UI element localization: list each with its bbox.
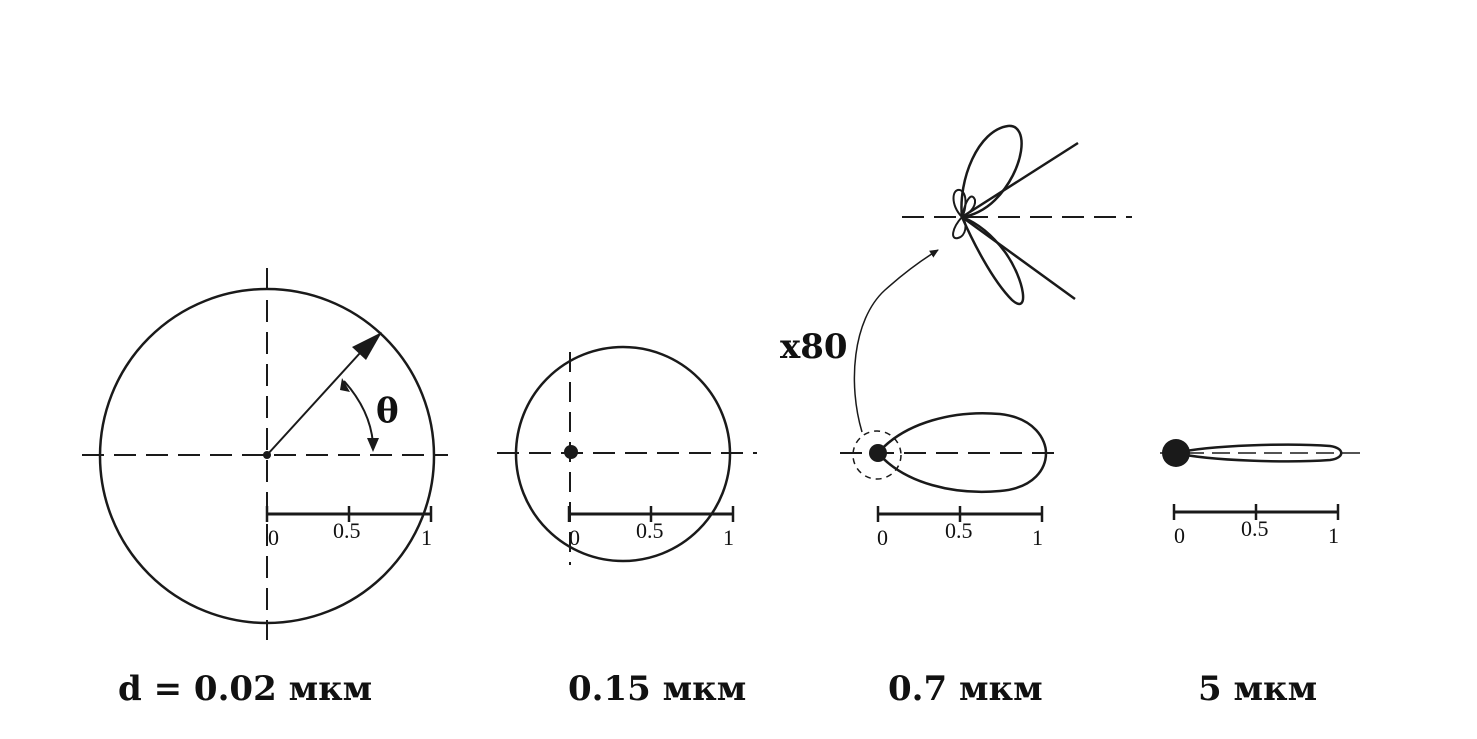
scale-tick-0-5: 0.5: [636, 518, 664, 543]
zoom-region-circle: [852, 430, 902, 480]
panel-caption: 0.7 мкм: [888, 669, 1043, 709]
scale-tick-0-5: 0.5: [333, 518, 361, 543]
scale-tick-0: 0: [569, 525, 580, 550]
scale-bar: 0 0.5 1: [265, 506, 433, 550]
panel-2: 0 0.5 1 0.15 мкм: [497, 345, 757, 709]
scale-tick-0-5: 0.5: [945, 518, 973, 543]
panel-1: θ 0 0.5 1 d = 0.02 мкм: [82, 268, 448, 709]
scale-tick-0-5: 0.5: [1241, 516, 1269, 541]
scale-tick-0: 0: [268, 525, 279, 550]
inset-ray-lower: [961, 215, 1076, 301]
magnification-label: x80: [780, 327, 848, 367]
scale-tick-1: 1: [421, 525, 432, 550]
panel-4: 0 0.5 1 5 мкм: [1160, 439, 1360, 709]
inset-small-lobe-2: [952, 215, 967, 240]
radius-vector: [266, 352, 361, 456]
particle-dot: [1162, 439, 1190, 467]
scale-bar: 0 0.5 1: [1172, 504, 1340, 548]
scale-tick-0: 0: [877, 525, 888, 550]
particle-dot: [564, 445, 578, 459]
scale-tick-1: 1: [1032, 525, 1043, 550]
forward-lobe: [1175, 443, 1343, 463]
scale-bar: 0 0.5 1: [876, 506, 1044, 550]
indicatrix-circle: [98, 287, 436, 625]
inset-ray-upper: [961, 141, 1079, 219]
inset-lobe-lower: [959, 214, 1025, 306]
scale-tick-1: 1: [1328, 523, 1339, 548]
indicatrix-circle: [514, 345, 732, 563]
angle-arrowhead: [367, 438, 379, 452]
panel-caption: 5 мкм: [1198, 669, 1317, 709]
inset-small-lobe-3: [960, 195, 977, 219]
panel-caption: d = 0.02 мкм: [118, 669, 372, 709]
panel-caption: 0.15 мкм: [568, 669, 746, 709]
zoom-arrow: [853, 249, 939, 433]
scale-tick-1: 1: [723, 525, 734, 550]
angle-theta-label: θ: [376, 391, 399, 431]
panel-3: x80 0 0.5 1 0.7 мкм: [780, 124, 1132, 709]
inset-lobe-upper: [960, 124, 1023, 219]
particle-dot: [869, 444, 887, 462]
forward-lobe: [876, 412, 1048, 493]
angle-arrow-tail: [340, 378, 350, 392]
magnified-inset: [902, 124, 1132, 306]
scale-bar: 0 0.5 1: [567, 506, 735, 550]
scale-tick-0: 0: [1174, 523, 1185, 548]
angle-arc: [343, 380, 374, 444]
radius-arrowhead: [352, 332, 382, 360]
